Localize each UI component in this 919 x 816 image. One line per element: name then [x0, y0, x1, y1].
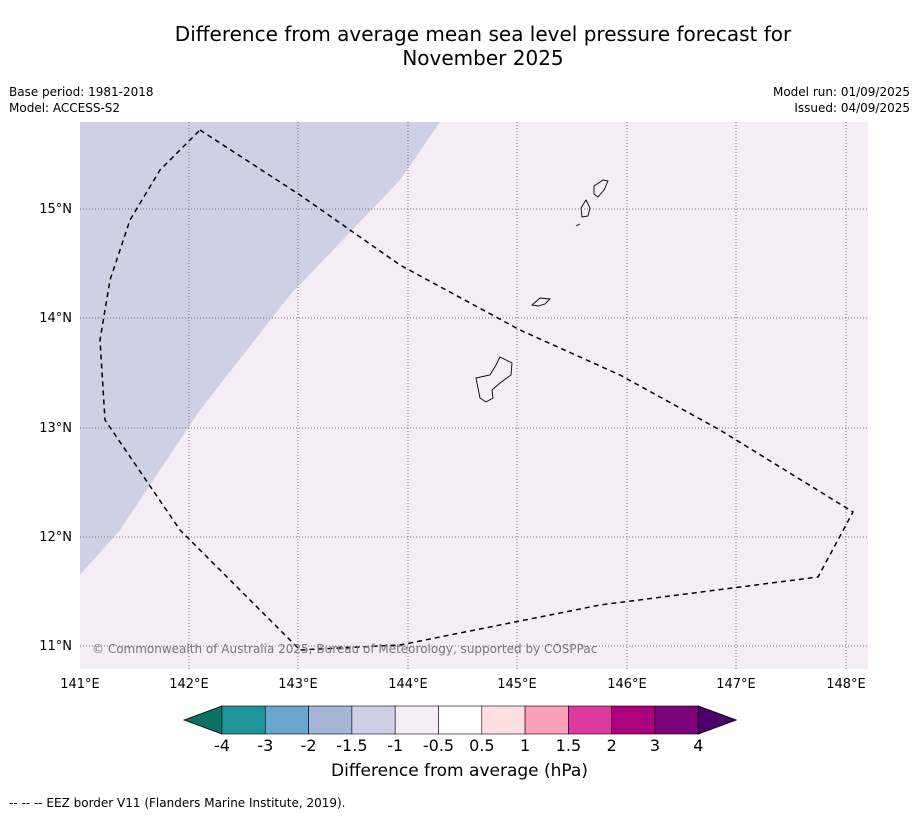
lon-tick-label: 142°E: [169, 677, 209, 692]
colorbar-tick-label: -1.5: [336, 736, 367, 755]
lon-tick-label: 146°E: [607, 677, 647, 692]
lon-tick-label: 141°E: [60, 677, 100, 692]
lat-tick-label: 11°N: [39, 639, 72, 654]
islands: [475, 179, 609, 403]
colorbar-tick-label: -4: [214, 736, 230, 755]
chart-title: Difference from average mean sea level p…: [0, 22, 919, 70]
colorbar-segment: [264, 705, 309, 735]
anomaly-region-minus1: [80, 122, 440, 575]
colorbar-segment: [524, 705, 569, 735]
colorbar-segment: [438, 705, 483, 735]
rota-island: [530, 297, 551, 307]
lat-tick-label: 15°N: [39, 202, 72, 217]
colorbar-extend-low: [182, 705, 223, 735]
colorbar-segment: [654, 705, 699, 735]
colorbar-segment: [308, 705, 353, 735]
lat-tick-label: 12°N: [39, 530, 72, 545]
eez-footnote: -- -- -- EEZ border V11 (Flanders Marine…: [9, 796, 346, 810]
guam-island: [475, 356, 513, 403]
colorbar-tick-label: -1: [387, 736, 403, 755]
meta-right: Model run: 01/09/2025 Issued: 04/09/2025: [773, 84, 910, 116]
tinian-island: [580, 199, 591, 218]
lat-tick-label: 13°N: [39, 421, 72, 436]
base-period: Base period: 1981-2018: [9, 85, 154, 99]
saipan-island: [593, 179, 609, 198]
colorbar-tick-label: 2: [607, 736, 617, 755]
model-run: Model run: 01/09/2025: [772, 85, 910, 99]
lon-tick-label: 145°E: [497, 677, 537, 692]
model-name: Model: ACCESS-S2: [9, 101, 121, 115]
colorbar-segment: [611, 705, 656, 735]
meta-left: Base period: 1981-2018 Model: ACCESS-S2: [9, 84, 154, 116]
colorbar-extend-high: [697, 705, 738, 735]
colorbar-tick-label: 3: [650, 736, 660, 755]
colorbar-label: Difference from average (hPa): [331, 761, 588, 781]
colorbar-tick-label: 4: [693, 736, 703, 755]
colorbar-tick-label: 0.5: [469, 736, 494, 755]
graticule: [80, 122, 868, 669]
colorbar-tick-label: -2: [301, 736, 317, 755]
colorbar-segment: [568, 705, 613, 735]
colorbar-tick-label: 1: [520, 736, 530, 755]
colorbar-segment: [221, 705, 266, 735]
colorbar-segment: [394, 705, 439, 735]
lon-tick-label: 147°E: [716, 677, 756, 692]
aguijan-island: [575, 223, 581, 227]
lat-tick-label: 14°N: [39, 311, 72, 326]
lon-tick-label: 144°E: [388, 677, 428, 692]
colorbar-segment: [351, 705, 396, 735]
title-line-1: Difference from average mean sea level p…: [174, 22, 792, 46]
colorbar-tick-label: -0.5: [423, 736, 454, 755]
title-line-2: November 2025: [402, 46, 564, 70]
colorbar-tick-label: -3: [257, 736, 273, 755]
lon-tick-label: 143°E: [278, 677, 318, 692]
colorbar-tick-label: 1.5: [556, 736, 581, 755]
issued-date: Issued: 04/09/2025: [794, 101, 910, 115]
copyright-note: © Commonwealth of Australia 2025, Bureau…: [92, 642, 597, 656]
colorbar-segment: [481, 705, 526, 735]
colorbar: -4 -3 -2 -1.5 -1 -0.5 0.5 1 1.5 2 3 4: [182, 705, 738, 755]
eez-border: [99, 129, 854, 651]
lon-tick-label: 148°E: [826, 677, 866, 692]
